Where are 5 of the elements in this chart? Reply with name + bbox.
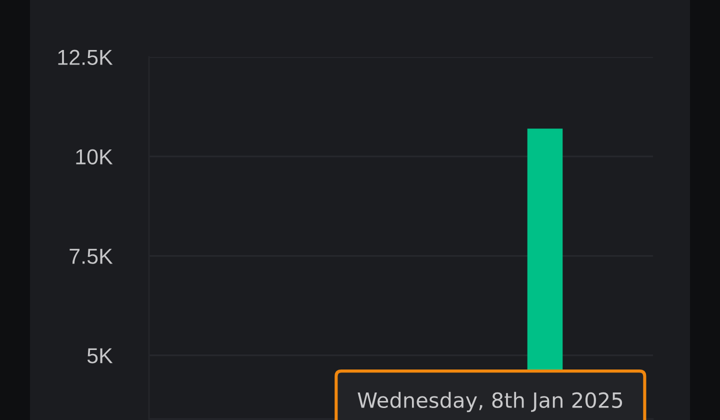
- y-tick-label: 7.5K: [70, 248, 113, 264]
- y-tick-label: 5K: [87, 348, 113, 364]
- y-tick-label: 12.5K: [58, 50, 113, 66]
- y-tick-label: 10K: [76, 149, 113, 164]
- annotation: Wednesday, 8th Jan 2025: [358, 392, 622, 412]
